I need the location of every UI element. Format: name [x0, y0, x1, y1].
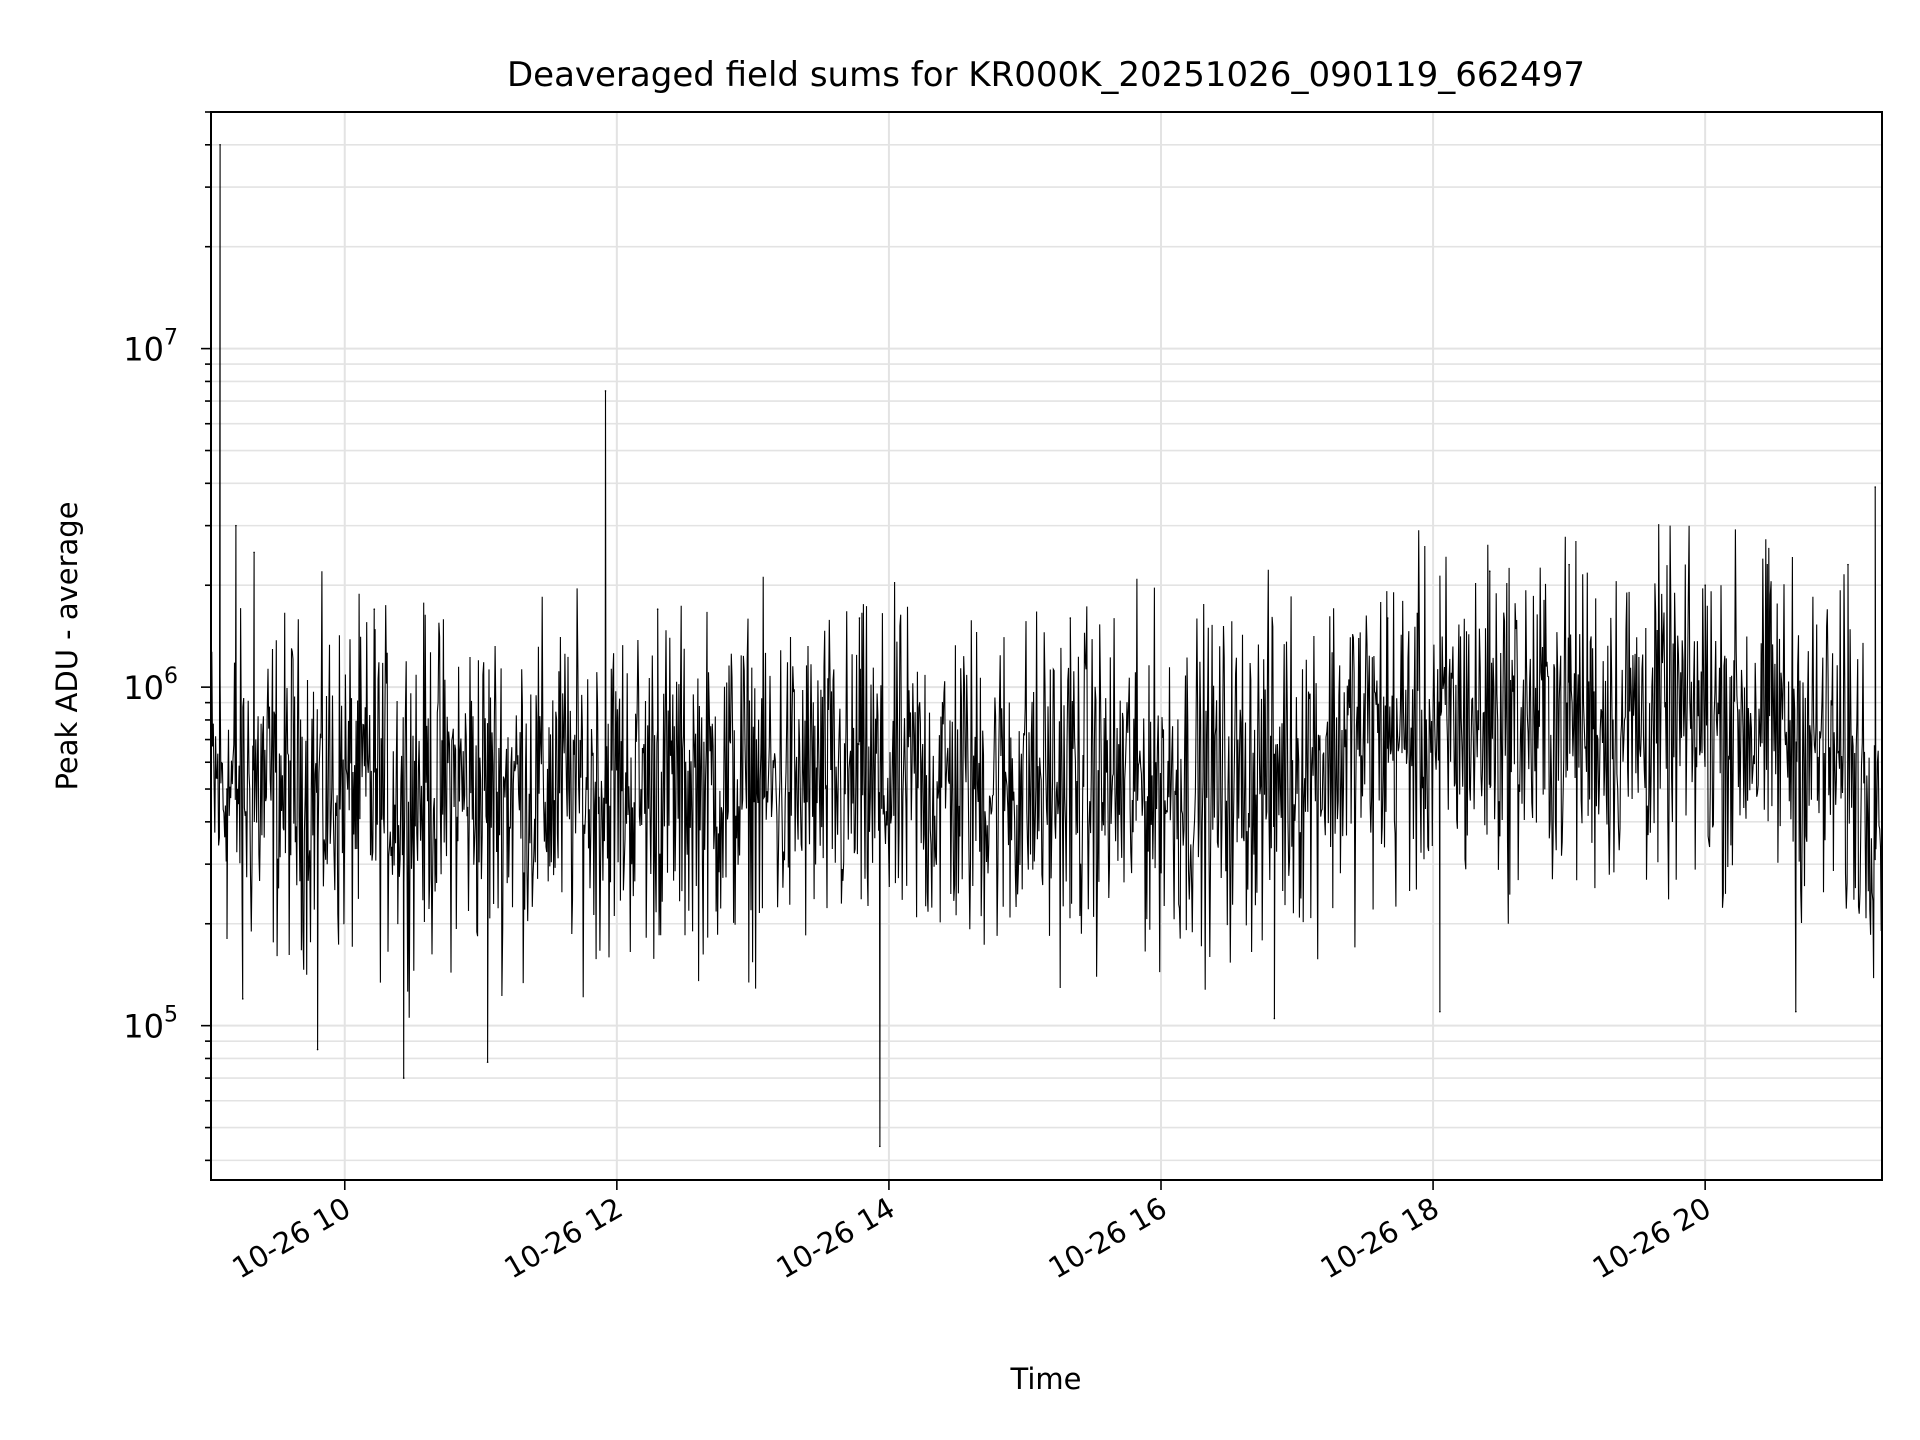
data-point	[1488, 570, 1491, 573]
data-point	[1874, 486, 1876, 488]
data-point	[486, 1061, 489, 1063]
x-axis-label: Time	[1010, 1362, 1082, 1396]
data-point	[1273, 1017, 1276, 1020]
data-point	[1795, 1010, 1797, 1013]
y-tick-label-exponent: 6	[164, 664, 178, 689]
data-point	[241, 998, 244, 1000]
data-point	[879, 1145, 881, 1148]
data-point	[235, 524, 237, 527]
data-point	[656, 608, 659, 610]
data-point	[226, 788, 228, 790]
data-point	[1568, 563, 1570, 566]
data-point	[402, 1077, 405, 1079]
plot-series	[210, 144, 1883, 1148]
y-tick-label-base: 10	[123, 669, 164, 707]
data-point	[253, 551, 255, 554]
y-tick-label: 106	[123, 664, 178, 707]
data-point	[1069, 617, 1072, 619]
y-tick-label-exponent: 7	[164, 326, 178, 351]
data-point	[1439, 1010, 1441, 1013]
data-point	[1704, 584, 1706, 587]
y-tick-label: 107	[123, 326, 178, 369]
y-tick-label-exponent: 5	[164, 1003, 178, 1028]
data-point	[316, 1048, 319, 1051]
data-point	[604, 390, 607, 392]
y-tick-label-base: 10	[123, 331, 164, 369]
data-point	[1847, 563, 1849, 566]
y-axis-label: Peak ADU - average	[50, 501, 84, 790]
series-line	[210, 144, 1883, 1147]
data-point	[858, 617, 861, 619]
data-point	[219, 144, 221, 146]
data-point	[373, 608, 376, 610]
y-tick-label-base: 10	[123, 1008, 164, 1046]
plot-frame	[210, 111, 1883, 1181]
y-tick-label: 105	[123, 1003, 178, 1046]
data-point	[1386, 617, 1389, 619]
chart-title: Deaveraged field sums for KR000K_2025102…	[507, 55, 1585, 95]
